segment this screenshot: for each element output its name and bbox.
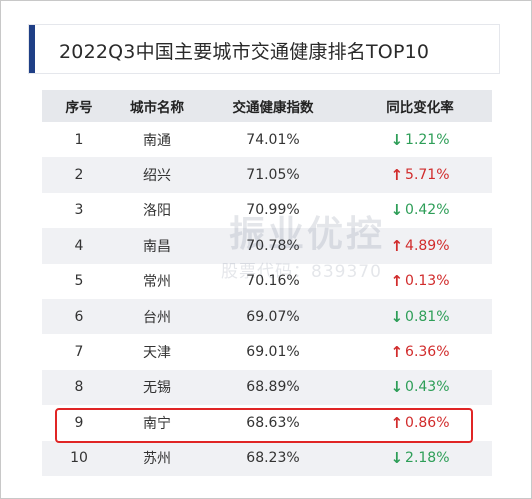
table-row: 2 绍兴 71.05% ↑ 5.71% [42,157,492,193]
table-row: 6 台州 69.07% ↓ 0.81% [42,298,492,335]
city-cell: 南宁 [143,415,171,432]
table-body: 1 南通 74.01% ↓ 1.21% 2 绍兴 71.05% ↑ 5.71% 3 洛阳 70.99% ↓… [42,122,492,476]
rank-cell: 3 [74,202,84,219]
change-value: 1.21% [405,131,450,148]
arrow-up-icon: ↑ [390,413,404,432]
city-cell: 绍兴 [143,168,171,185]
table-row: 1 南通 74.01% ↓ 1.21% [42,122,492,158]
city-cell: 无锡 [143,380,171,397]
arrow-down-icon: ↓ [390,201,404,220]
index-cell: 68.89% [246,379,300,396]
rank-cell: 1 [74,131,84,148]
table-row: 4 南昌 70.78% ↑ 4.89% [42,228,492,264]
index-cell: 74.01% [246,131,300,148]
table-row: 7 天津 69.01% ↑ 6.36% [42,334,492,370]
change-value: 0.86% [405,414,450,431]
change-cell: ↑ 0.13% [348,264,492,299]
change-cell: ↓ 0.42% [348,193,492,228]
index-cell: 70.78% [246,237,300,254]
rank-cell: 8 [74,379,84,396]
arrow-down-icon: ↓ [390,307,404,326]
change-value: 6.36% [405,344,450,361]
arrow-up-icon: ↑ [390,236,404,255]
ranking-table: 序号 城市名称 交通健康指数 同比变化率 1 南通 74.01% ↓ 1.21% 2 绍兴 7… [42,90,492,476]
change-value: 0.81% [405,308,450,325]
table-row: 3 洛阳 70.99% ↓ 0.42% [42,192,492,229]
rank-cell: 4 [74,237,84,254]
rank-cell: 5 [74,273,84,290]
index-cell: 68.63% [246,414,300,431]
index-cell: 69.01% [246,344,300,361]
page-title: 2022Q3中国主要城市交通健康排名TOP10 [59,41,430,63]
change-cell: ↓ 1.21% [348,122,492,157]
rank-cell: 10 [70,450,88,467]
change-value: 2.18% [405,450,450,467]
rank-cell: 6 [74,308,84,325]
city-cell: 南昌 [143,238,171,255]
index-cell: 68.23% [246,450,300,467]
header-change: 同比变化率 [386,100,454,116]
change-value: 4.89% [405,237,450,254]
index-cell: 70.99% [246,202,300,219]
index-cell: 70.16% [246,273,300,290]
change-cell: ↑ 0.86% [348,405,492,440]
city-cell: 苏州 [143,451,171,468]
change-cell: ↑ 6.36% [348,334,492,369]
city-cell: 南通 [143,132,171,149]
arrow-up-icon: ↑ [390,343,404,362]
change-cell: ↑ 4.89% [348,228,492,263]
change-cell: ↓ 0.81% [348,299,492,334]
change-value: 0.13% [405,273,450,290]
change-cell: ↓ 0.43% [348,370,492,405]
arrow-down-icon: ↓ [390,130,404,149]
city-cell: 洛阳 [143,203,171,220]
arrow-up-icon: ↑ [390,166,404,185]
table-row: 8 无锡 68.89% ↓ 0.43% [42,369,492,406]
rank-cell: 7 [74,344,84,361]
table-row: 5 常州 70.16% ↑ 0.13% [42,263,492,299]
table-header-row: 序号 城市名称 交通健康指数 同比变化率 [42,90,492,122]
change-value: 0.42% [405,202,450,219]
title-box: 2022Q3中国主要城市交通健康排名TOP10 [28,24,500,74]
title-accent-bar [29,25,35,73]
table-row: 9 南宁 68.63% ↑ 0.86% [42,405,492,441]
arrow-up-icon: ↑ [390,272,404,291]
rank-cell: 2 [74,167,84,184]
table-row: 10 苏州 68.23% ↓ 2.18% [42,440,492,476]
header-city: 城市名称 [130,100,184,116]
change-cell: ↑ 5.71% [348,157,492,192]
change-cell: ↓ 2.18% [348,441,492,476]
arrow-down-icon: ↓ [390,378,404,397]
header-rank: 序号 [65,100,93,116]
index-cell: 69.07% [246,308,300,325]
arrow-down-icon: ↓ [390,449,404,468]
index-cell: 71.05% [246,167,300,184]
change-value: 0.43% [405,379,450,396]
city-cell: 台州 [143,309,171,326]
header-index: 交通健康指数 [232,100,314,116]
change-value: 5.71% [405,167,450,184]
city-cell: 常州 [143,274,171,291]
rank-cell: 9 [74,414,84,431]
city-cell: 天津 [143,345,171,362]
